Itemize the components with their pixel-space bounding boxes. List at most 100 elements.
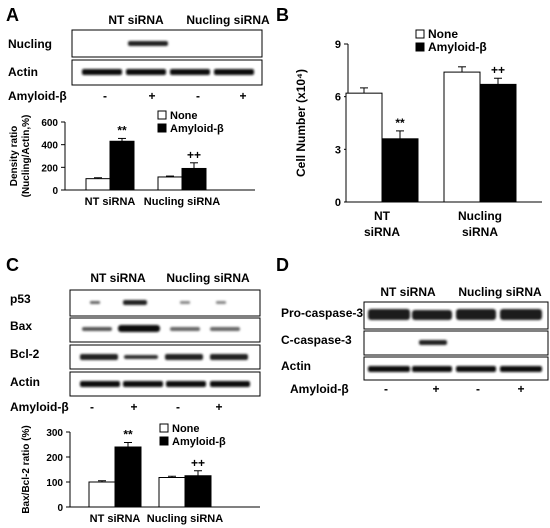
blot-band xyxy=(500,309,542,320)
y-tick-label: 400 xyxy=(41,141,58,152)
panel-c-letter: C xyxy=(6,255,19,275)
y-axis-label: Bax/Bcl-2 ratio (%) xyxy=(21,425,32,513)
x-tick-label: Nucling siRNA xyxy=(144,196,220,208)
blot-band xyxy=(368,309,410,320)
blot-row-label: Bax xyxy=(10,319,32,333)
blot-row-label: Actin xyxy=(8,65,38,79)
blot-row-label: Bcl-2 xyxy=(10,347,40,361)
y-tick-label: 600 xyxy=(41,118,58,129)
blot-row-label: C-caspase-3 xyxy=(281,333,352,347)
x-tick-label-line: NT xyxy=(374,209,391,223)
bar xyxy=(184,475,212,508)
treatment-sign: - xyxy=(176,400,180,414)
bar xyxy=(88,481,116,508)
y-tick-label: 200 xyxy=(46,453,63,464)
legend-label: Amyloid-β xyxy=(172,436,226,448)
blot-band xyxy=(128,41,168,46)
blot-band xyxy=(80,354,118,360)
legend-swatch xyxy=(159,423,169,433)
panel-d: D NT siRNA Nucling siRNA Pro-caspase-3 C… xyxy=(276,255,549,396)
y-axis-label-line: (Nucling/Actin,%) xyxy=(21,115,32,198)
bar xyxy=(479,83,517,203)
bar xyxy=(345,92,383,203)
blot-band xyxy=(123,300,147,305)
bar xyxy=(158,477,186,508)
legend-swatch xyxy=(415,29,425,39)
blot-band xyxy=(412,366,452,372)
treatment-sign: + xyxy=(215,400,222,414)
blot-band xyxy=(166,381,206,387)
legend-swatch xyxy=(415,42,425,52)
bar xyxy=(443,71,481,203)
blot-row-label: Actin xyxy=(10,375,40,389)
significance-mark: ** xyxy=(123,428,133,442)
legend-swatch xyxy=(157,123,167,133)
blot-row-label: Nucling xyxy=(8,37,52,51)
y-tick-label: 0 xyxy=(57,503,63,514)
legend-label: Amyloid-β xyxy=(428,40,487,54)
blot-row-label: Actin xyxy=(281,359,311,373)
panel-b-letter: B xyxy=(276,5,289,25)
blot-band xyxy=(124,355,158,359)
x-tick-label-line: siRNA xyxy=(364,225,400,239)
blot-band xyxy=(170,69,210,75)
blot-band xyxy=(90,301,100,304)
blot-band xyxy=(214,69,254,75)
blot-band xyxy=(500,366,542,372)
legend-swatch xyxy=(157,110,167,120)
panel-c-group-label: NT siRNA xyxy=(90,271,146,285)
y-tick-label: 0 xyxy=(52,186,58,197)
y-tick-label: 6 xyxy=(335,92,341,104)
blot-band xyxy=(412,310,452,320)
panel-a: A NT siRNA Nucling siRNA Nucling Actin A… xyxy=(6,5,270,208)
panel-a-letter: A xyxy=(6,5,19,25)
blot-bands xyxy=(368,366,542,372)
blot-strip-p53 xyxy=(69,289,261,317)
blot-bands xyxy=(368,309,542,320)
blot-band xyxy=(126,69,166,75)
legend-label: Amyloid-β xyxy=(170,123,224,135)
treatment-label: Amyloid-β xyxy=(8,89,67,103)
blot-band xyxy=(80,381,120,387)
significance-mark: ++ xyxy=(191,456,205,470)
treatment-sign: + xyxy=(130,400,137,414)
blot-band xyxy=(368,366,410,372)
blot-band xyxy=(216,301,226,304)
panel-c-group-label: Nucling siRNA xyxy=(166,271,250,285)
blot-band xyxy=(180,301,190,304)
blot-band xyxy=(170,327,200,331)
panel-a-group-label: NT siRNA xyxy=(108,13,164,27)
bar xyxy=(381,138,419,203)
treatment-sign: - xyxy=(90,400,94,414)
treatment-sign: + xyxy=(432,382,439,396)
significance-mark: ++ xyxy=(491,63,505,77)
blot-band xyxy=(82,69,122,75)
y-tick-label: 0 xyxy=(335,197,341,209)
blot-band xyxy=(118,325,160,332)
x-tick-label: NT siRNA xyxy=(85,196,136,208)
y-tick-label: 9 xyxy=(335,39,341,51)
blot-band xyxy=(456,309,496,320)
x-tick-label: NT siRNA xyxy=(364,209,400,239)
bar xyxy=(181,167,207,191)
treatment-sign: - xyxy=(196,89,200,103)
y-tick-label: 200 xyxy=(41,163,58,174)
x-tick-label-line: siRNA xyxy=(462,225,498,239)
blot-strip-ccaspase xyxy=(363,330,549,356)
blot-row-label: p53 xyxy=(10,292,31,306)
y-tick-label: 100 xyxy=(46,478,63,489)
chart-a: 0 200 400 600 Density ratio(Nucling/Actin,%)… xyxy=(9,110,255,208)
blot-bands xyxy=(80,354,248,360)
blot-band xyxy=(210,381,250,387)
blot-band xyxy=(82,327,112,331)
y-axis-label: Cell Number (x10⁴) xyxy=(294,69,308,177)
legend-label: None xyxy=(428,27,458,41)
legend-swatch xyxy=(159,436,169,446)
panel-b: B 0 3 6 9 Cell Number (x10⁴) ** NT siRNA ++ Nucli… xyxy=(276,5,542,239)
significance-mark: ++ xyxy=(187,148,201,162)
bar xyxy=(157,176,183,191)
blot-bands xyxy=(80,381,250,387)
y-axis-label-line: Density ratio xyxy=(9,126,20,187)
significance-mark: ** xyxy=(395,116,405,130)
